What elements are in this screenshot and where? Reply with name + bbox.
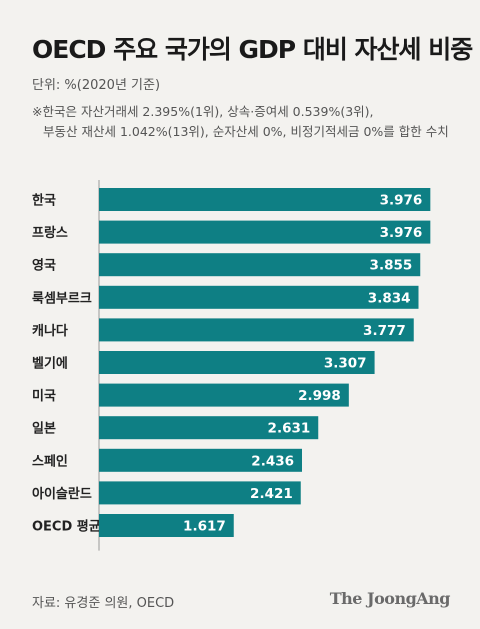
data-label: 3.976 [380, 193, 423, 209]
category-label: 아이슬란드 [32, 486, 92, 502]
data-label: 2.421 [250, 486, 293, 502]
footnote-line-1: ※한국은 자산거래세 2.395%(1위), 상속·증여세 0.539%(3위)… [32, 104, 374, 119]
chart-title: OECD 주요 국가의 GDP 대비 자산세 비중 [32, 35, 473, 64]
data-label: 3.834 [368, 290, 411, 306]
bar [99, 448, 302, 472]
data-label: 3.307 [324, 356, 367, 372]
data-label: 3.855 [370, 258, 413, 274]
bar [99, 220, 431, 244]
unit-label: 단위: %(2020년 기준) [32, 78, 161, 93]
bar [99, 318, 414, 342]
bar [99, 351, 375, 374]
category-label: 프랑스 [32, 226, 68, 241]
bar [99, 416, 319, 440]
source-label: 자료: 유경준 의원, OECD [32, 596, 175, 611]
category-label: 벨기에 [32, 356, 68, 372]
brand-logo: The JoongAng [329, 589, 451, 608]
bar [99, 481, 301, 505]
data-label: 3.777 [363, 323, 406, 339]
bar [99, 514, 234, 537]
bar [99, 285, 419, 309]
bar [99, 253, 421, 277]
data-label: 2.631 [268, 421, 311, 437]
data-label: 2.998 [298, 388, 341, 404]
footnote-line-2: 부동산 재산세 1.042%(13위), 순자산세 0%, 비정기적세금 0%를… [43, 124, 449, 139]
data-label: 3.976 [380, 225, 423, 241]
category-label: OECD 평균 [32, 519, 101, 535]
category-label: 한국 [32, 193, 56, 209]
category-label: 일본 [32, 422, 56, 437]
bar-chart: 한국 3.976 프랑스 3.976 영국 3.855 룩셈부르크 3.834 캐나다 3.777… [32, 180, 431, 551]
data-label: 1.617 [183, 519, 226, 535]
category-label: 미국 [32, 388, 56, 404]
footnote: ※한국은 자산거래세 2.395%(1위), 상속·증여세 0.539%(3위)… [32, 102, 472, 142]
category-label: 룩셈부르크 [32, 291, 92, 306]
category-label: 스페인 [32, 453, 68, 469]
bar [99, 188, 431, 211]
category-label: 영국 [32, 259, 56, 274]
data-label: 2.436 [251, 453, 294, 469]
bar [99, 383, 349, 407]
category-label: 캐나다 [32, 323, 68, 339]
